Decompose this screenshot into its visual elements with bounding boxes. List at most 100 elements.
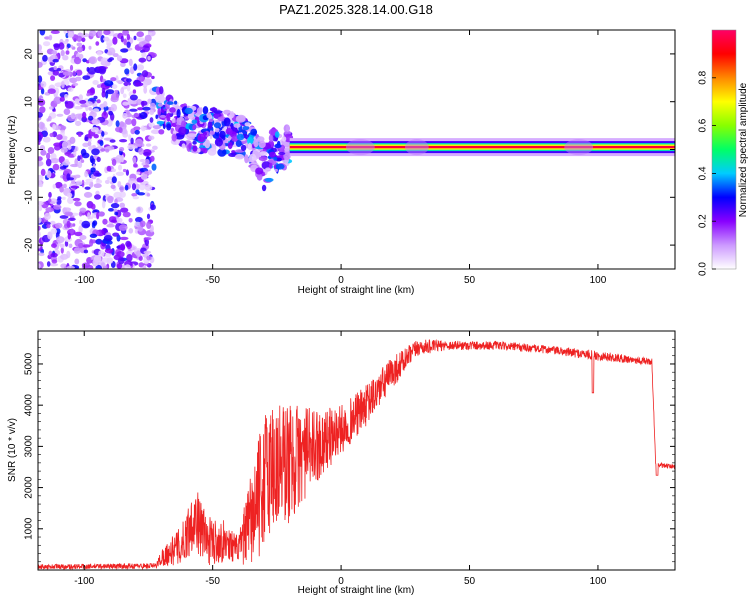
noise-blob	[129, 94, 138, 101]
scatter-blob	[192, 145, 198, 152]
noise-blob	[90, 167, 96, 173]
noise-blob	[111, 176, 117, 184]
noise-blob	[111, 158, 117, 166]
snr-panel: -100 -50 0 50 100 1000 2000 3000 4000 5000 Heigh…	[7, 330, 676, 596]
noise-blob	[69, 64, 74, 71]
noise-blob	[126, 33, 131, 41]
noise-blob	[70, 112, 76, 120]
scatter-blob	[219, 130, 226, 139]
noise-blob	[75, 69, 83, 76]
noise-blob	[46, 224, 51, 229]
noise-blob	[150, 155, 155, 162]
noise-blob	[137, 192, 146, 196]
scatter-blob	[206, 112, 212, 119]
noise-blob	[126, 254, 133, 262]
scatter-blob	[152, 145, 158, 150]
noise-blob	[116, 245, 121, 249]
scatter-blob	[181, 143, 186, 149]
scatter-blob	[204, 139, 211, 149]
noise-blob	[147, 30, 154, 33]
noise-blob	[120, 48, 129, 53]
noise-blob	[38, 225, 41, 231]
scatter-blob	[233, 123, 241, 128]
scatter-blob	[174, 100, 178, 105]
scatter-blob	[159, 114, 166, 118]
signal-band	[289, 145, 675, 149]
noise-blob	[149, 109, 155, 115]
noise-blob	[96, 156, 101, 162]
noise-blob	[97, 30, 103, 37]
noise-blob	[139, 220, 146, 228]
noise-blob	[52, 163, 60, 171]
scatter-blob	[258, 156, 268, 162]
noise-blob	[105, 148, 110, 153]
noise-blob	[119, 147, 125, 152]
scatter-blob	[196, 107, 202, 115]
noise-blob	[129, 180, 138, 185]
colorbar-frame	[711, 29, 737, 270]
noise-blob	[141, 45, 150, 53]
noise-blob	[131, 118, 137, 127]
noise-blob	[67, 177, 75, 181]
noise-blob	[46, 152, 51, 160]
noise-blob	[92, 108, 100, 113]
noise-blob	[124, 264, 131, 269]
noise-blob	[67, 196, 74, 205]
noise-blob	[93, 134, 99, 139]
snr-series-line	[38, 338, 675, 570]
scatter-blob	[240, 144, 247, 151]
noise-blob	[132, 196, 139, 200]
noise-blob	[130, 128, 136, 135]
noise-blob	[133, 163, 138, 168]
scatter-blob	[259, 151, 268, 156]
noise-blob	[91, 118, 101, 125]
noise-blob	[136, 76, 143, 81]
noise-blob	[38, 134, 42, 143]
noise-blob	[114, 211, 119, 216]
colorbar-label: Normalized spectral amplitude	[738, 82, 749, 217]
noise-blob	[100, 148, 106, 152]
noise-blob	[127, 144, 136, 150]
scatter-blob	[159, 86, 164, 95]
noise-blob	[134, 183, 141, 190]
noise-blob	[132, 156, 137, 164]
scatter-blob	[235, 140, 242, 147]
snr-x-ticks: -100 -50 0 50 100	[74, 331, 607, 587]
noise-blob	[59, 243, 65, 249]
x-tick-label: 50	[464, 275, 476, 286]
noise-blob	[84, 170, 88, 178]
scatter-blob	[273, 156, 278, 161]
noise-blob	[62, 183, 67, 189]
scatter-blob	[208, 118, 214, 123]
noise-blob	[125, 240, 132, 247]
noise-blob	[73, 56, 82, 65]
band-halo	[564, 139, 594, 156]
noise-blob	[143, 86, 148, 94]
scatter-blob	[223, 117, 231, 127]
scatter-blob	[242, 125, 250, 131]
noise-blob	[68, 243, 73, 248]
noise-blob	[138, 147, 144, 155]
scatter-blob	[278, 151, 286, 156]
scatter-blob	[213, 122, 222, 129]
noise-blob	[73, 247, 81, 254]
noise-blob	[136, 31, 144, 38]
chart-title: PAZ1.2025.328.14.00.G18	[279, 2, 433, 17]
noise-blob	[70, 228, 74, 235]
noise-blob	[61, 81, 65, 89]
noise-blob	[143, 164, 150, 168]
noise-blob	[81, 33, 90, 38]
noise-blob	[111, 168, 117, 173]
noise-blob	[102, 87, 106, 94]
x-tick-label: 100	[590, 275, 607, 286]
noise-blob	[44, 212, 51, 221]
noise-blob	[52, 123, 56, 130]
scatter-blob	[202, 148, 208, 154]
noise-blob	[38, 160, 44, 167]
noise-blob	[56, 113, 64, 117]
noise-blob	[78, 225, 83, 234]
noise-blob	[142, 81, 148, 88]
noise-blob	[150, 204, 156, 211]
snr-frame	[37, 330, 676, 571]
noise-blob	[90, 127, 99, 133]
